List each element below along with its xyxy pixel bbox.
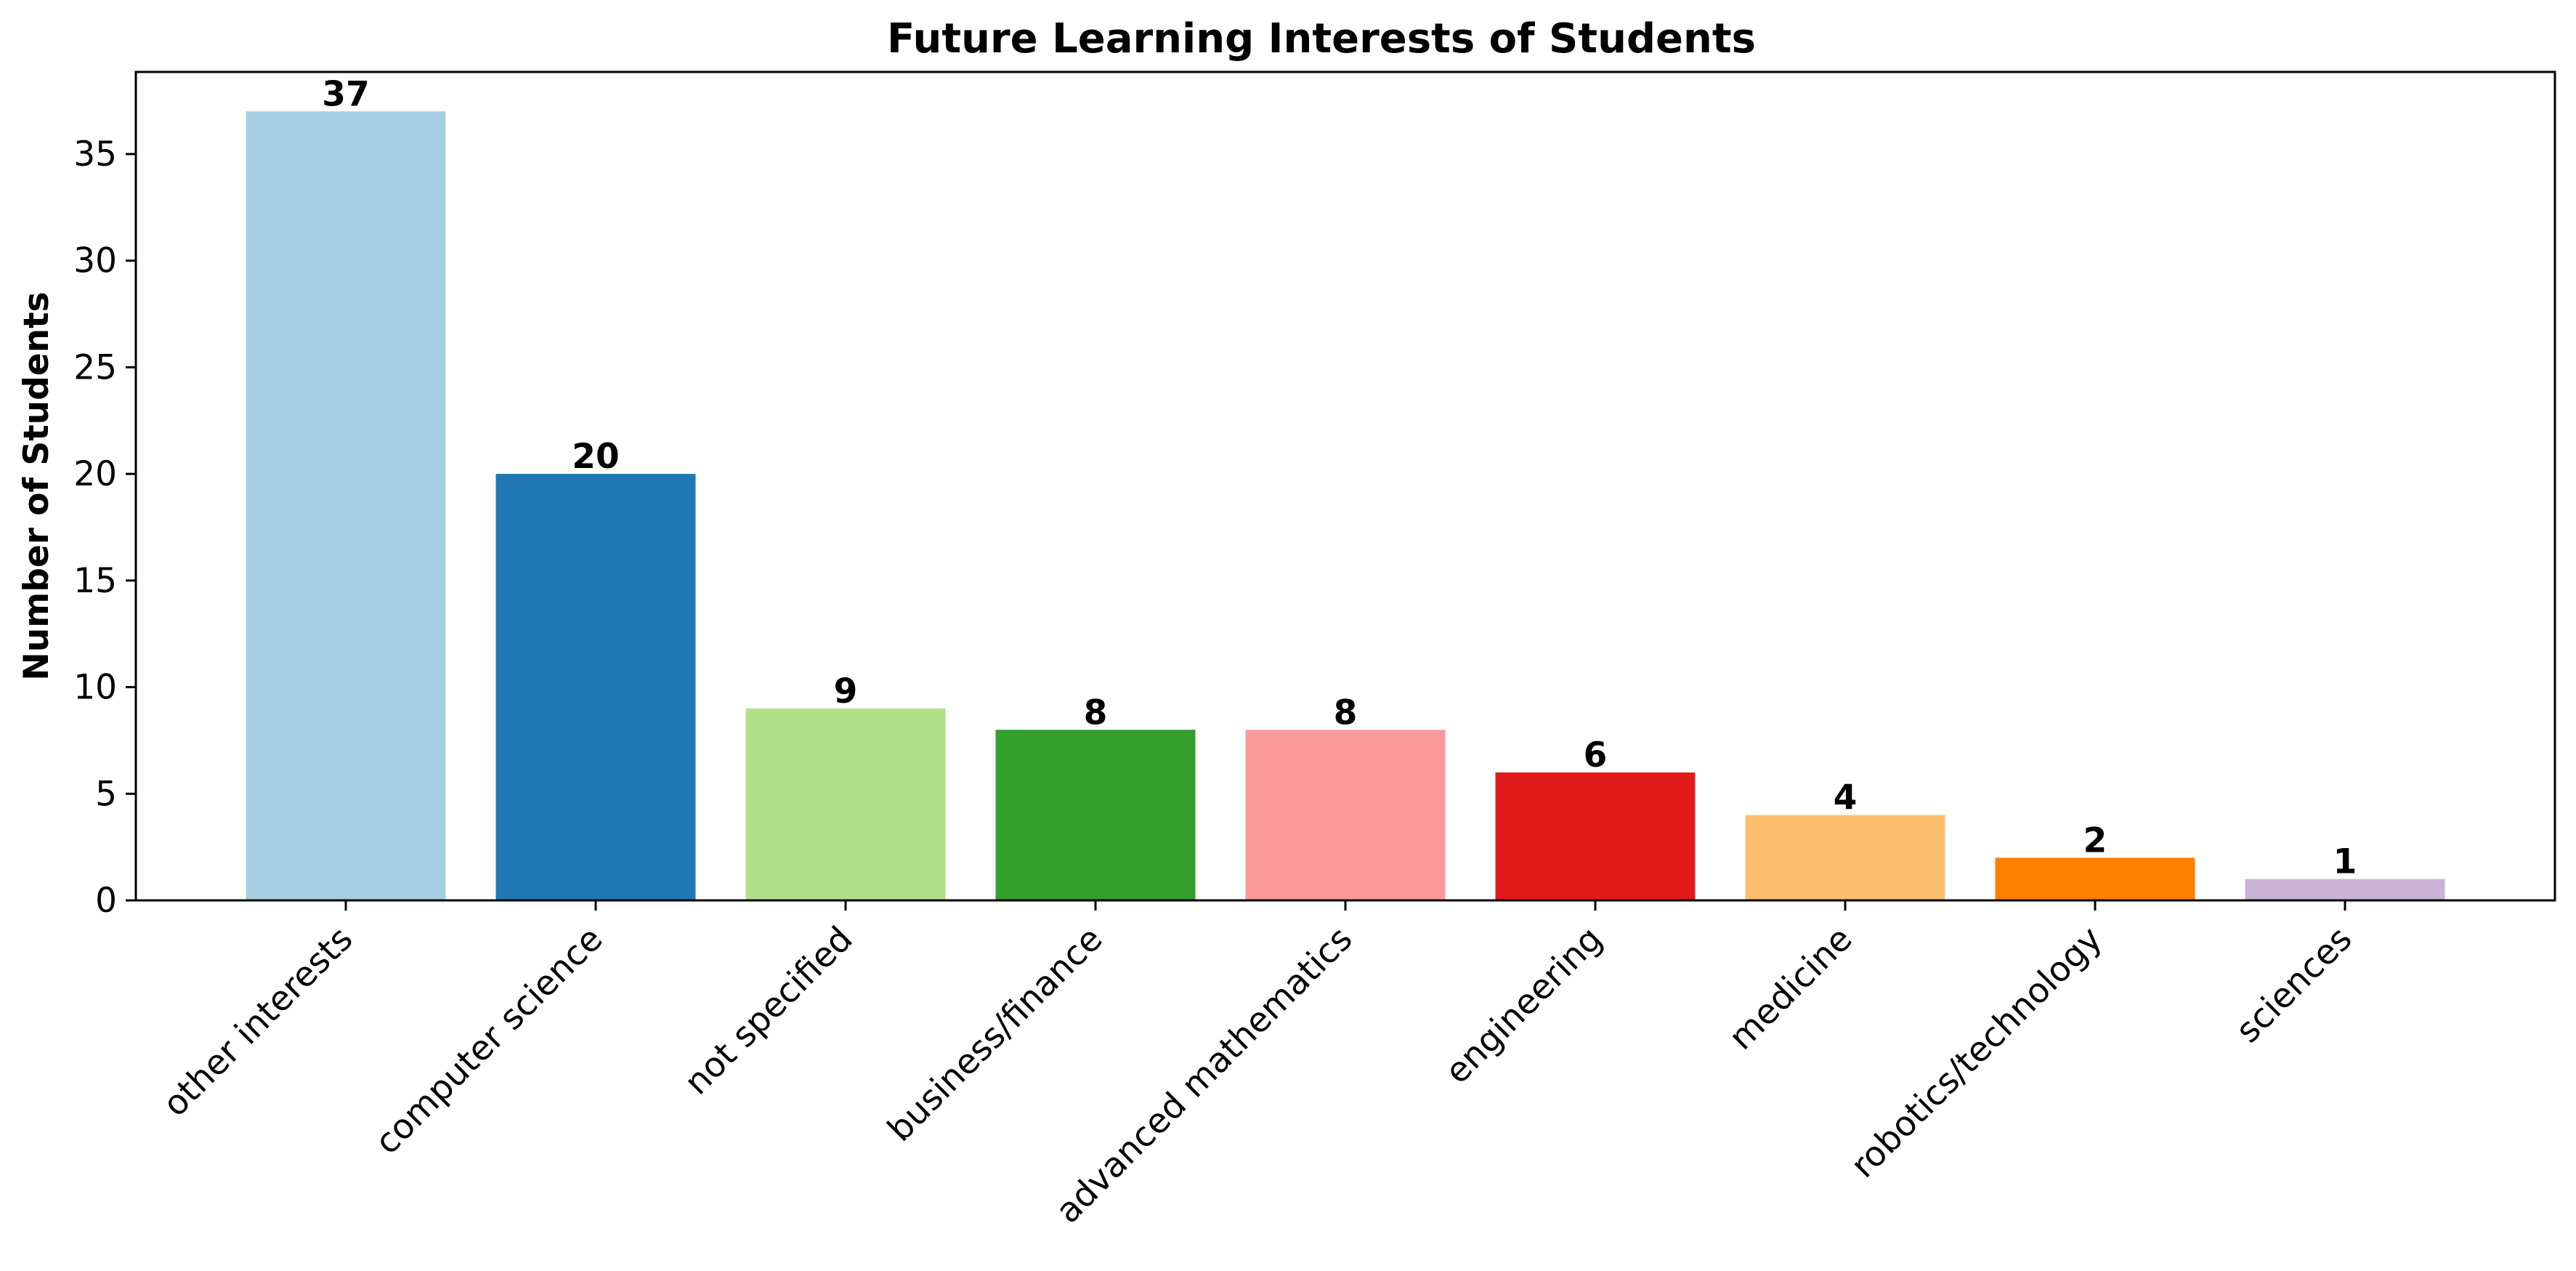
bar-7	[1995, 858, 2195, 900]
y-tick-label-4: 20	[73, 454, 117, 494]
bar-2	[745, 708, 946, 900]
data-label-7: 2	[2083, 820, 2107, 860]
data-label-5: 6	[1584, 735, 1608, 775]
y-tick-label-1: 5	[95, 774, 117, 814]
plot-frame	[134, 70, 2556, 902]
bar-8	[2245, 879, 2445, 900]
bar-4	[1245, 730, 1446, 900]
data-label-8: 1	[2333, 842, 2357, 882]
y-tick-label-3: 15	[73, 561, 117, 601]
data-label-2: 9	[834, 671, 858, 711]
bar-0	[246, 111, 446, 900]
bar-1	[495, 474, 696, 900]
y-axis: 0 5 10 15 20 25 30 35	[73, 134, 136, 921]
chart-title: Future Learning Interests of Students	[887, 15, 1756, 62]
y-tick-label-2: 10	[73, 668, 117, 708]
bars-group	[246, 111, 2445, 900]
y-axis-label: Number of Students	[17, 291, 57, 680]
y-tick-label-5: 25	[73, 347, 117, 387]
data-label-0: 37	[322, 74, 369, 114]
data-label-1: 20	[572, 437, 619, 477]
y-tick-label-0: 0	[95, 881, 117, 921]
bar-5	[1495, 772, 1696, 900]
data-label-6: 4	[1834, 778, 1858, 818]
data-label-3: 8	[1084, 693, 1108, 733]
bar-6	[1745, 815, 1945, 900]
data-labels-group: 37 20 9 8 8 6 4 2 1	[322, 74, 2357, 881]
y-tick-label-6: 30	[73, 241, 117, 281]
data-label-4: 8	[1334, 693, 1358, 733]
y-tick-label-7: 35	[73, 134, 117, 174]
bar-3	[995, 730, 1196, 900]
